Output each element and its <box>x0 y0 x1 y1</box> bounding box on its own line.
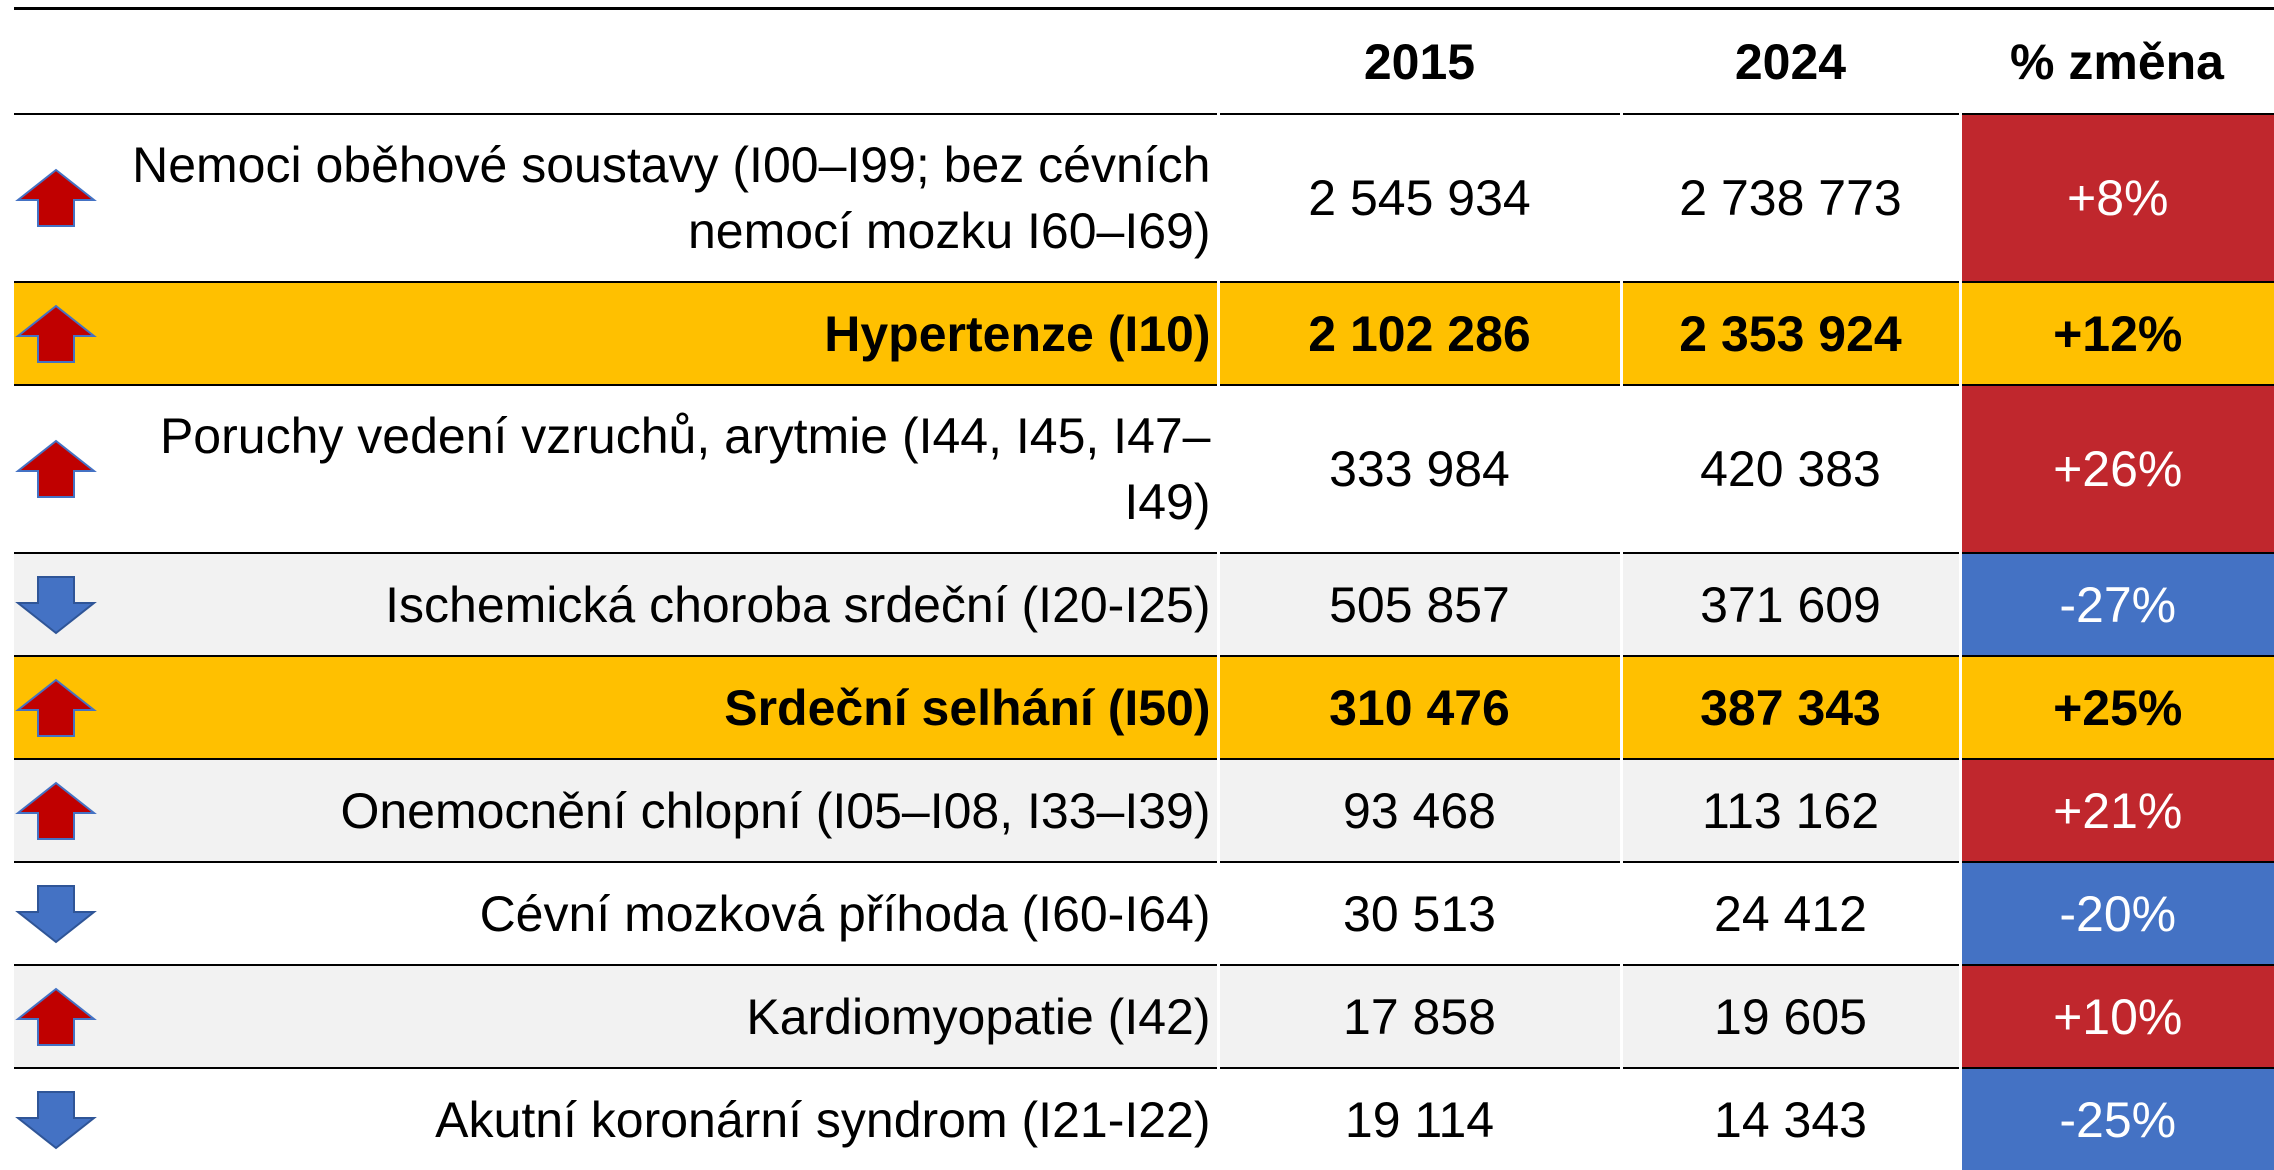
row-label-text: Akutní koronární syndrom (I21-I22) <box>435 1091 1211 1148</box>
value-cell: 2 353 924 <box>1619 281 1960 385</box>
value-cell: 17 858 <box>1216 964 1621 1068</box>
value-cell: 19 114 <box>1216 1067 1621 1170</box>
row-label-text: Srdeční selhání (I50) <box>724 679 1211 736</box>
row: Kardiomyopatie (I42) 17 858 19 605 +10% <box>14 964 2274 1068</box>
arrow-shape <box>15 884 97 943</box>
row-label: Nemoci oběhové soustavy (I00–I99; bez cé… <box>14 113 1218 282</box>
value-cell: 14 343 <box>1619 1067 1960 1170</box>
change-cell: -25% <box>1958 1067 2274 1170</box>
value-cell: 2 545 934 <box>1216 113 1621 282</box>
row-label-text: Ischemická choroba srdeční (I20-I25) <box>385 576 1211 633</box>
row: Onemocnění chlopní (I05–I08, I33–I39) 93 … <box>14 758 2274 862</box>
row-label: Ischemická choroba srdeční (I20-I25) <box>14 552 1218 656</box>
row-label-text: Hypertenze (I10) <box>824 305 1211 362</box>
column-header: % změna <box>2010 33 2224 90</box>
row-label: Onemocnění chlopní (I05–I08, I33–I39) <box>14 758 1218 862</box>
change-cell: -27% <box>1958 552 2274 656</box>
arrow-shape <box>15 781 97 840</box>
row: Ischemická choroba srdeční (I20-I25) 505 … <box>14 552 2274 656</box>
change-cell: +10% <box>1958 964 2274 1068</box>
row: Hypertenze (I10) 2 102 286 2 353 924 +12% <box>14 281 2274 385</box>
row: Akutní koronární syndrom (I21-I22) 19 114… <box>14 1067 2274 1170</box>
arrow-shape <box>15 987 97 1046</box>
value-cell: 24 412 <box>1619 861 1960 965</box>
row-label-text: Poruchy vedení vzruchů, arytmie (I44, I4… <box>159 408 1211 530</box>
value-cell: 310 476 <box>1216 655 1621 759</box>
arrow-down <box>15 884 97 943</box>
row-label: Cévní mozková příhoda (I60-I64) <box>14 861 1218 965</box>
table-body: Nemoci oběhové soustavy (I00–I99; bez cé… <box>14 113 2274 1170</box>
arrow-shape <box>15 304 97 363</box>
row-label: Hypertenze (I10) <box>14 281 1218 385</box>
arrow-up <box>15 781 97 840</box>
row: Nemoci oběhové soustavy (I00–I99; bez cé… <box>14 113 2274 282</box>
row-label-text: Cévní mozková příhoda (I60-I64) <box>479 885 1211 942</box>
value-cell: 505 857 <box>1216 552 1621 656</box>
change-cell: -20% <box>1958 861 2274 965</box>
arrow-up <box>15 678 97 737</box>
value-cell: 2 738 773 <box>1619 113 1960 282</box>
header-row: 2015 2024 % změna <box>14 9 2274 115</box>
row-label: Akutní koronární syndrom (I21-I22) <box>14 1067 1218 1170</box>
value-cell: 19 605 <box>1619 964 1960 1068</box>
value-cell: 30 513 <box>1216 861 1621 965</box>
arrow-up <box>15 987 97 1046</box>
header-blank <box>14 9 1218 115</box>
table: 2015 2024 % změna Nemoci oběhové soustavy … <box>14 7 2274 1170</box>
value-cell: 420 383 <box>1619 384 1960 553</box>
arrow-down <box>15 575 97 634</box>
arrow-up <box>15 304 97 363</box>
table-wrap: 2015 2024 % změna Nemoci oběhové soustavy … <box>14 7 2274 1170</box>
arrow-shape <box>15 678 97 737</box>
value-cell: 387 343 <box>1619 655 1960 759</box>
value-cell: 93 468 <box>1216 758 1621 862</box>
change-cell: +26% <box>1958 384 2274 553</box>
arrow-shape <box>15 439 97 498</box>
row-label-text: Kardiomyopatie (I42) <box>746 988 1211 1045</box>
arrow-up <box>15 168 97 227</box>
arrow-shape <box>15 1090 97 1149</box>
row: Cévní mozková příhoda (I60-I64) 30 513 24 … <box>14 861 2274 965</box>
value-cell: 2 102 286 <box>1216 281 1621 385</box>
row-label: Kardiomyopatie (I42) <box>14 964 1218 1068</box>
arrow-shape <box>15 168 97 227</box>
change-cell: +12% <box>1958 281 2274 385</box>
row-label-text: Onemocnění chlopní (I05–I08, I33–I39) <box>340 782 1211 839</box>
row-label-text: Nemoci oběhové soustavy (I00–I99; bez cé… <box>132 137 1211 259</box>
row: Srdeční selhání (I50) 310 476 387 343 +25% <box>14 655 2274 759</box>
arrow-down <box>15 1090 97 1149</box>
row-label: Poruchy vedení vzruchů, arytmie (I44, I4… <box>14 384 1218 553</box>
arrow-shape <box>15 575 97 634</box>
column-header: 2024 <box>1734 33 1847 90</box>
value-cell: 333 984 <box>1216 384 1621 553</box>
value-cell: 371 609 <box>1619 552 1960 656</box>
row-label: Srdeční selhání (I50) <box>14 655 1218 759</box>
arrow-up <box>15 439 97 498</box>
change-cell: +21% <box>1958 758 2274 862</box>
change-cell: +25% <box>1958 655 2274 759</box>
value-cell: 113 162 <box>1619 758 1960 862</box>
row: Poruchy vedení vzruchů, arytmie (I44, I4… <box>14 384 2274 553</box>
column-header: 2015 <box>1363 33 1476 90</box>
change-cell: +8% <box>1958 113 2274 282</box>
